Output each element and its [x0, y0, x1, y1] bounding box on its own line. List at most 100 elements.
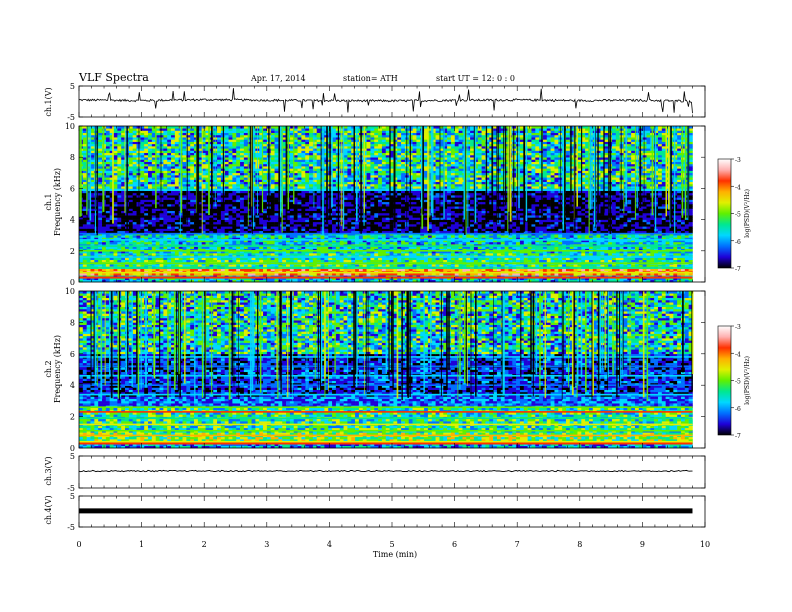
- spectrogram-cell: [666, 226, 670, 229]
- spectrogram-cell: [163, 253, 167, 256]
- spectrogram-cell: [221, 235, 225, 238]
- spectrogram-cell: [539, 253, 543, 256]
- spectrogram-cell: [639, 217, 643, 220]
- spectrogram-cell: [512, 264, 516, 267]
- spectrogram-cell: [282, 226, 286, 229]
- spectrogram-cell: [370, 222, 374, 225]
- spectrogram-cell: [401, 253, 405, 256]
- spectrogram-cell: [324, 222, 328, 225]
- spectrogram-cell: [482, 273, 486, 276]
- spectrogram-cell: [631, 242, 635, 245]
- spectrogram-cell: [133, 215, 137, 218]
- spectrogram-cell: [232, 264, 236, 267]
- spectrogram-cell: [459, 226, 463, 229]
- spectrogram-cell: [363, 215, 367, 218]
- spectrogram-cell: [554, 273, 558, 276]
- spectrogram-cell: [535, 222, 539, 225]
- spectrogram-cell: [612, 253, 616, 256]
- spectrogram-cell: [232, 253, 236, 256]
- spectrogram-cell: [413, 224, 417, 227]
- spectrogram-cell: [416, 229, 420, 232]
- spectrogram-cell: [459, 260, 463, 263]
- spectrogram-cell: [209, 242, 213, 245]
- spectrogram-cell: [359, 253, 363, 256]
- spectrogram-cell: [554, 260, 558, 263]
- spectrogram-cell: [367, 224, 371, 227]
- spectrogram-cell: [650, 215, 654, 218]
- spectrogram-cell: [409, 226, 413, 229]
- spectrogram-cell: [190, 260, 194, 263]
- spectrogram-cell: [447, 224, 451, 227]
- spectrogram-cell: [160, 222, 164, 225]
- spectrogram-cell: [623, 264, 627, 267]
- spectrogram-cell: [263, 257, 267, 260]
- spectrogram-cell: [363, 260, 367, 263]
- spectrogram-cell: [447, 257, 451, 260]
- spectrogram-cell: [240, 220, 244, 223]
- spectrogram-cell: [232, 224, 236, 227]
- spectrogram-cell: [271, 260, 275, 263]
- spectrogram-cell: [616, 242, 620, 245]
- spectrogram-cell: [290, 264, 294, 267]
- spectrogram-cell: [643, 215, 647, 218]
- spectrogram-cell: [681, 226, 685, 229]
- spectrogram-cell: [443, 273, 447, 276]
- spectrogram-cell: [462, 269, 466, 272]
- spectrogram-cell: [87, 269, 91, 272]
- spectrogram-cell: [121, 235, 125, 238]
- spectrogram-cell: [401, 264, 405, 267]
- spectrogram-cell: [275, 269, 279, 272]
- spectrogram-cell: [213, 242, 217, 245]
- spectrogram-cell: [217, 217, 221, 220]
- spectrogram-cell: [562, 257, 566, 260]
- spectrogram-cell: [213, 264, 217, 267]
- spectrogram-cell: [489, 220, 493, 223]
- spectrogram-cell: [114, 224, 118, 227]
- spectrogram-cell: [635, 264, 639, 267]
- spectrogram-cell: [167, 229, 171, 232]
- spectrogram-cell: [167, 213, 171, 216]
- spectrogram-cell: [317, 215, 321, 218]
- spectrogram-cell: [612, 269, 616, 272]
- spectrogram-cell: [608, 235, 612, 238]
- spectrogram-cell: [129, 215, 133, 218]
- spectrogram-cell: [574, 257, 578, 260]
- spectrogram-cell: [516, 242, 520, 245]
- spectrogram-cell: [459, 217, 463, 220]
- spectrogram-cell: [677, 229, 681, 232]
- spectrogram-cell: [666, 264, 670, 267]
- spectrogram-cell: [328, 253, 332, 256]
- spectrogram-cell: [367, 217, 371, 220]
- spectrogram-cell: [612, 264, 616, 267]
- spectrogram-cell: [140, 273, 144, 276]
- spectrogram-cell: [570, 253, 574, 256]
- spectrogram-cell: [347, 253, 351, 256]
- spectrogram-cell: [171, 235, 175, 238]
- spectrogram-cell: [455, 215, 459, 218]
- spectrogram-cell: [209, 229, 213, 232]
- spectrogram-cell: [370, 253, 374, 256]
- spectrogram-cell: [301, 229, 305, 232]
- spectrogram-cell: [397, 224, 401, 227]
- spectrogram-cell: [470, 215, 474, 218]
- spectrogram-cell: [478, 229, 482, 232]
- spectrogram-cell: [133, 257, 137, 260]
- spectrogram-cell: [140, 217, 144, 220]
- spectrogram-cell: [378, 229, 382, 232]
- spectrogram-cell: [673, 224, 677, 227]
- spectrogram-cell: [420, 273, 424, 276]
- spectrogram-cell: [535, 220, 539, 223]
- spectrogram-cell: [616, 226, 620, 229]
- spectrogram-cell: [681, 257, 685, 260]
- spectrogram-cell: [493, 253, 497, 256]
- spectrogram-cell: [631, 264, 635, 267]
- spectrogram-cell: [689, 269, 693, 272]
- spectrogram-cell: [543, 269, 547, 272]
- spectrogram-cell: [163, 235, 167, 238]
- spectrogram-cell: [94, 257, 98, 260]
- spectrogram-cell: [271, 257, 275, 260]
- spectrogram-cell: [183, 213, 187, 216]
- spectrogram-cell: [148, 253, 152, 256]
- spectrogram-cell: [98, 269, 102, 272]
- spectrogram-cell: [447, 235, 451, 238]
